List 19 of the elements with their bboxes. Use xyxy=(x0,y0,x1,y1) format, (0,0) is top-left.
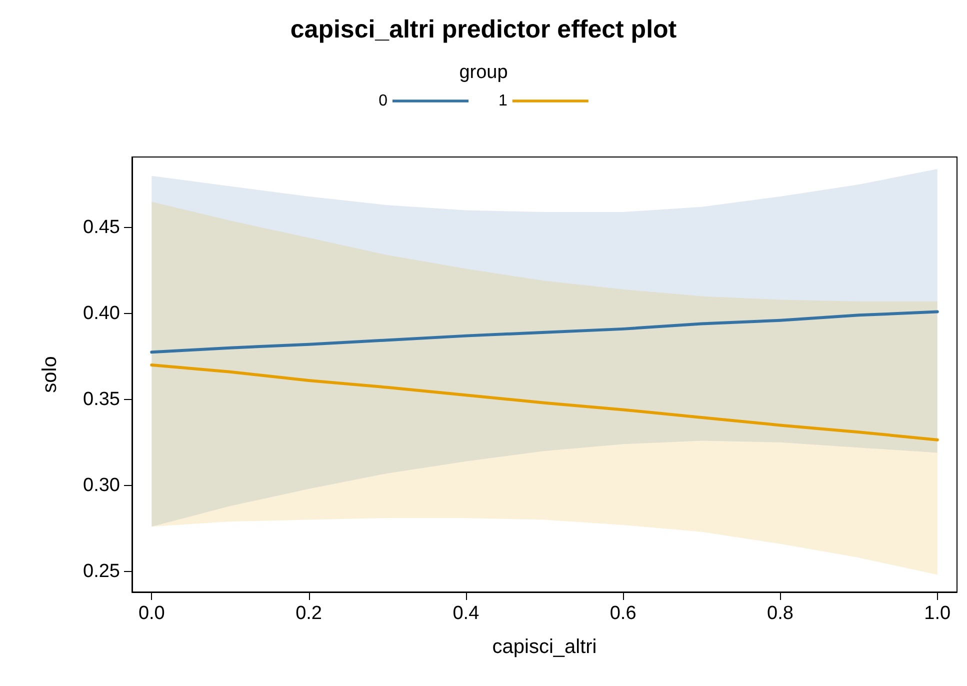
y-tick-label: 0.25 xyxy=(83,560,120,582)
y-tick-label: 0.45 xyxy=(83,216,120,238)
x-tick-label: 0.2 xyxy=(296,603,322,624)
x-tick-label: 0.0 xyxy=(138,603,165,624)
y-tick-label: 0.40 xyxy=(83,302,120,324)
legend-title: group xyxy=(459,62,508,83)
line-series xyxy=(150,364,939,442)
chart-title: capisci_altri predictor effect plot xyxy=(290,16,678,44)
x-tick-label: 0.8 xyxy=(767,603,794,624)
x-tick-label: 0.4 xyxy=(452,603,480,624)
y-tick-label: 0.35 xyxy=(83,388,120,410)
y-tick-label: 0.30 xyxy=(83,474,120,496)
legend-label: 0 xyxy=(378,92,388,110)
y-axis-title: solo xyxy=(39,356,61,393)
legend-label: 1 xyxy=(498,92,508,110)
x-tick-label: 0.6 xyxy=(610,603,636,624)
x-tick-label: 1.0 xyxy=(924,603,951,624)
x-axis-title: capisci_altri xyxy=(492,636,597,658)
line-series xyxy=(150,310,939,354)
